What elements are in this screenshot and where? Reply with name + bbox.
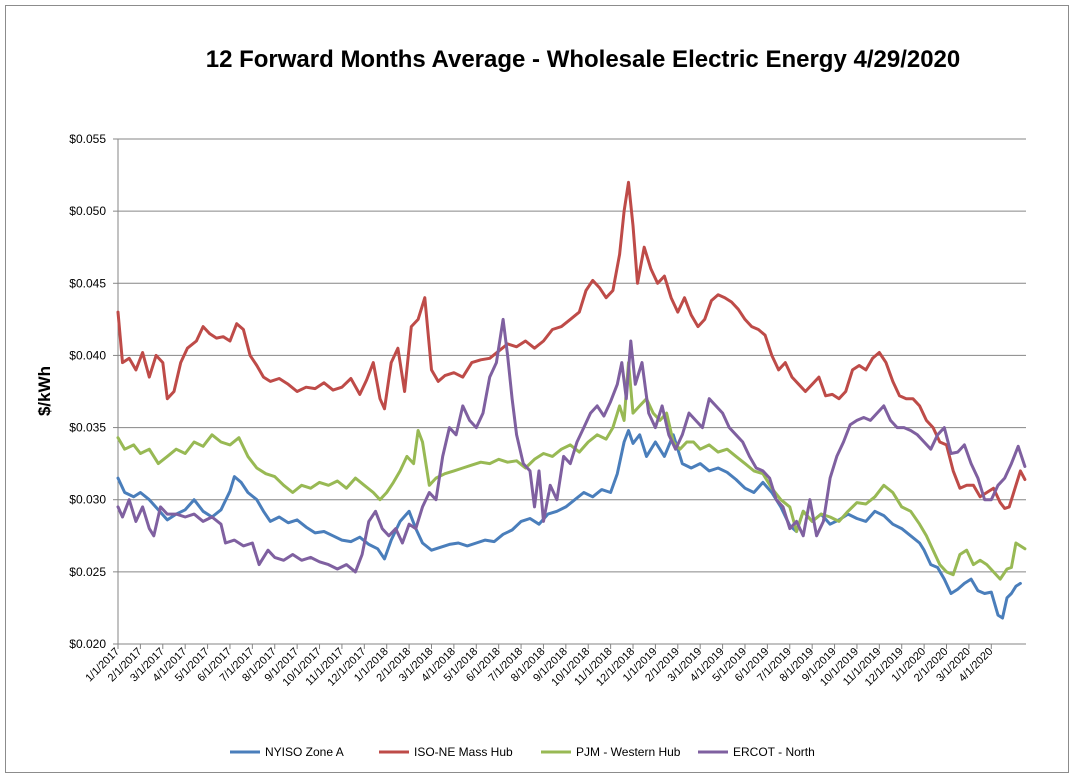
y-axis-ticks: $0.020 $0.025 $0.030 $0.035 $0.040 $0.045 $0.0… xyxy=(69,132,118,651)
y-tick-label: $0.050 xyxy=(69,204,106,218)
chart-title: 12 Forward Months Average - Wholesale El… xyxy=(206,46,961,73)
y-tick-label: $0.020 xyxy=(69,637,106,651)
series-line-iso-ne-mass-hub xyxy=(116,180,1027,510)
gridlines xyxy=(117,138,1026,645)
series-line-nyiso-zone-a xyxy=(116,429,1022,620)
series-line-ercot-north xyxy=(116,317,1027,574)
y-tick-label: $0.025 xyxy=(69,565,106,579)
series-line-pjm-western-hub xyxy=(116,361,1027,581)
chart-frame xyxy=(5,5,1069,773)
y-tick-label: $0.055 xyxy=(69,132,106,146)
legend-label: ISO-NE Mass Hub xyxy=(414,745,513,759)
legend: NYISO Zone A ISO-NE Mass Hub PJM - Western… xyxy=(230,745,815,759)
legend-label: ERCOT - North xyxy=(733,745,815,759)
y-tick-label: $0.035 xyxy=(69,421,106,435)
y-tick-label: $0.030 xyxy=(69,493,106,507)
x-axis-ticks: 1/1/20172/1/20173/1/20174/1/20175/1/2017… xyxy=(83,644,995,689)
y-axis-label: $/kWh xyxy=(35,366,54,416)
legend-label: PJM - Western Hub xyxy=(576,745,681,759)
y-tick-label: $0.040 xyxy=(69,348,106,362)
y-tick-label: $0.045 xyxy=(69,276,106,290)
legend-label: NYISO Zone A xyxy=(265,745,344,759)
series-lines xyxy=(116,180,1027,620)
